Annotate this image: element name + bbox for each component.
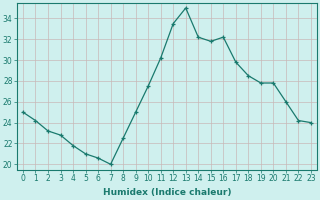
- X-axis label: Humidex (Indice chaleur): Humidex (Indice chaleur): [103, 188, 231, 197]
